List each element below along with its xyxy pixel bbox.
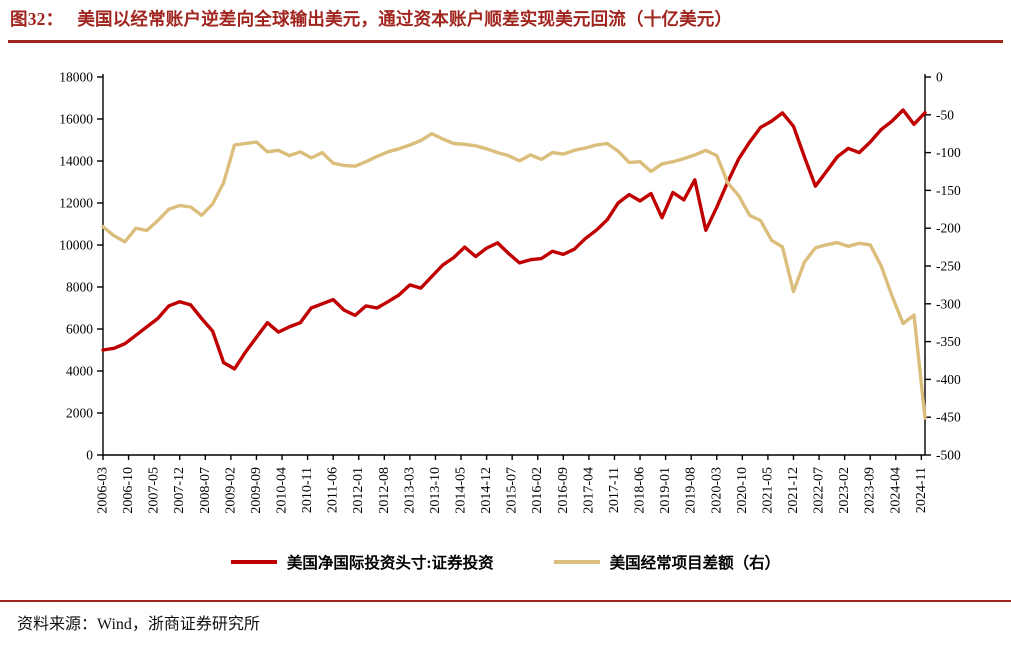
x-axis-tick-label: 2019-01 [658, 467, 673, 514]
left-axis-tick-label: 6000 [66, 322, 93, 337]
left-axis-tick-label: 10000 [59, 238, 93, 253]
right-axis-tick-label: -300 [936, 296, 961, 311]
x-axis-tick-label: 2020-03 [709, 467, 724, 514]
x-axis-tick-label: 2013-10 [428, 467, 443, 514]
x-axis-tick-label: 2021-12 [786, 467, 801, 514]
right-axis-tick-label: -200 [936, 221, 961, 236]
x-axis-tick-label: 2010-04 [275, 467, 290, 514]
left-axis-tick-label: 8000 [66, 280, 93, 295]
x-axis-tick-label: 2009-02 [223, 467, 238, 514]
footer-divider [0, 600, 1011, 602]
x-axis-tick-label: 2014-05 [454, 467, 469, 514]
red-series-line [101, 108, 927, 371]
x-axis-tick-label: 2013-03 [402, 467, 417, 514]
right-axis-tick-label: -50 [936, 107, 954, 122]
x-axis-tick-label: 2019-08 [684, 467, 699, 514]
right-axis-tick-label: -450 [936, 410, 961, 425]
left-axis-tick-label: 14000 [59, 154, 93, 169]
right-axis-tick-label: -100 [936, 145, 961, 160]
x-axis-tick-label: 2024-04 [888, 467, 903, 514]
left-axis-tick-label: 4000 [66, 364, 93, 379]
tan-series-line [101, 131, 927, 420]
legend-label-red: 美国净国际投资头寸:证券投资 [286, 555, 494, 572]
x-axis-tick-label: 2022-07 [812, 467, 827, 514]
x-axis-tick-label: 2006-10 [121, 467, 136, 514]
x-axis-tick-label: 2018-06 [633, 467, 648, 514]
right-axis-tick-label: -150 [936, 183, 961, 198]
legend-item-tan: 美国经常项目差额（右） [553, 551, 781, 573]
legend-label-tan: 美国经常项目差额（右） [609, 555, 781, 572]
x-axis-tick-label: 2011-06 [326, 467, 341, 513]
x-axis-tick-label: 2012-01 [351, 467, 366, 514]
x-axis-tick-label: 2016-09 [556, 467, 571, 514]
right-axis-tick-label: -350 [936, 334, 961, 349]
x-axis-tick-label: 2006-03 [96, 467, 111, 514]
right-axis-tick-label: -250 [936, 259, 961, 274]
figure-title-text: 美国以经常账户逆差向全球输出美元，通过资本账户顺差实现美元回流（十亿美元） [77, 9, 733, 29]
x-axis-tick-label: 2012-08 [377, 467, 392, 514]
x-axis-tick-label: 2020-10 [735, 467, 750, 514]
x-axis-tick-label: 2021-05 [760, 467, 775, 514]
x-axis-tick-label: 2010-11 [300, 467, 315, 513]
x-axis-tick-label: 2007-12 [172, 467, 187, 514]
chart-legend: 美国净国际投资头寸:证券投资 美国经常项目差额（右） [0, 551, 1011, 573]
x-axis-tick-label: 2023-02 [837, 467, 852, 514]
x-axis-tick-label: 2023-09 [863, 467, 878, 514]
source-note: 资料来源：Wind，浙商证券研究所 [17, 616, 260, 633]
left-axis-tick-label: 16000 [59, 112, 93, 127]
right-axis-tick-label: -400 [936, 372, 961, 387]
tan-line-swatch [553, 560, 600, 564]
left-axis-tick-label: 18000 [59, 70, 93, 85]
x-axis-tick-label: 2009-09 [249, 467, 264, 514]
legend-item-red: 美国净国际投资头寸:证券投资 [230, 551, 494, 573]
left-axis-tick-label: 0 [86, 448, 93, 463]
title-underline [8, 40, 1003, 43]
right-axis-tick-label: 0 [936, 70, 943, 85]
x-axis-tick-label: 2007-05 [147, 467, 162, 514]
x-axis-tick-label: 2017-11 [607, 467, 622, 513]
right-axis-tick-label: -500 [936, 448, 961, 463]
chart-title: 图32： 美国以经常账户逆差向全球输出美元，通过资本账户顺差实现美元回流（十亿美元… [10, 6, 1000, 31]
red-line-swatch [230, 560, 277, 564]
left-axis-tick-label: 12000 [59, 196, 93, 211]
x-axis-tick-label: 2015-07 [505, 467, 520, 514]
left-axis-tick-label: 2000 [66, 406, 93, 421]
x-axis-tick-label: 2016-02 [530, 467, 545, 514]
x-axis-tick-label: 2024-11 [914, 467, 929, 513]
x-axis-tick-label: 2008-07 [198, 467, 213, 514]
x-axis-tick-label: 2014-12 [479, 467, 494, 514]
figure-number: 图32： [10, 9, 64, 29]
x-axis-tick-label: 2017-04 [581, 467, 596, 514]
